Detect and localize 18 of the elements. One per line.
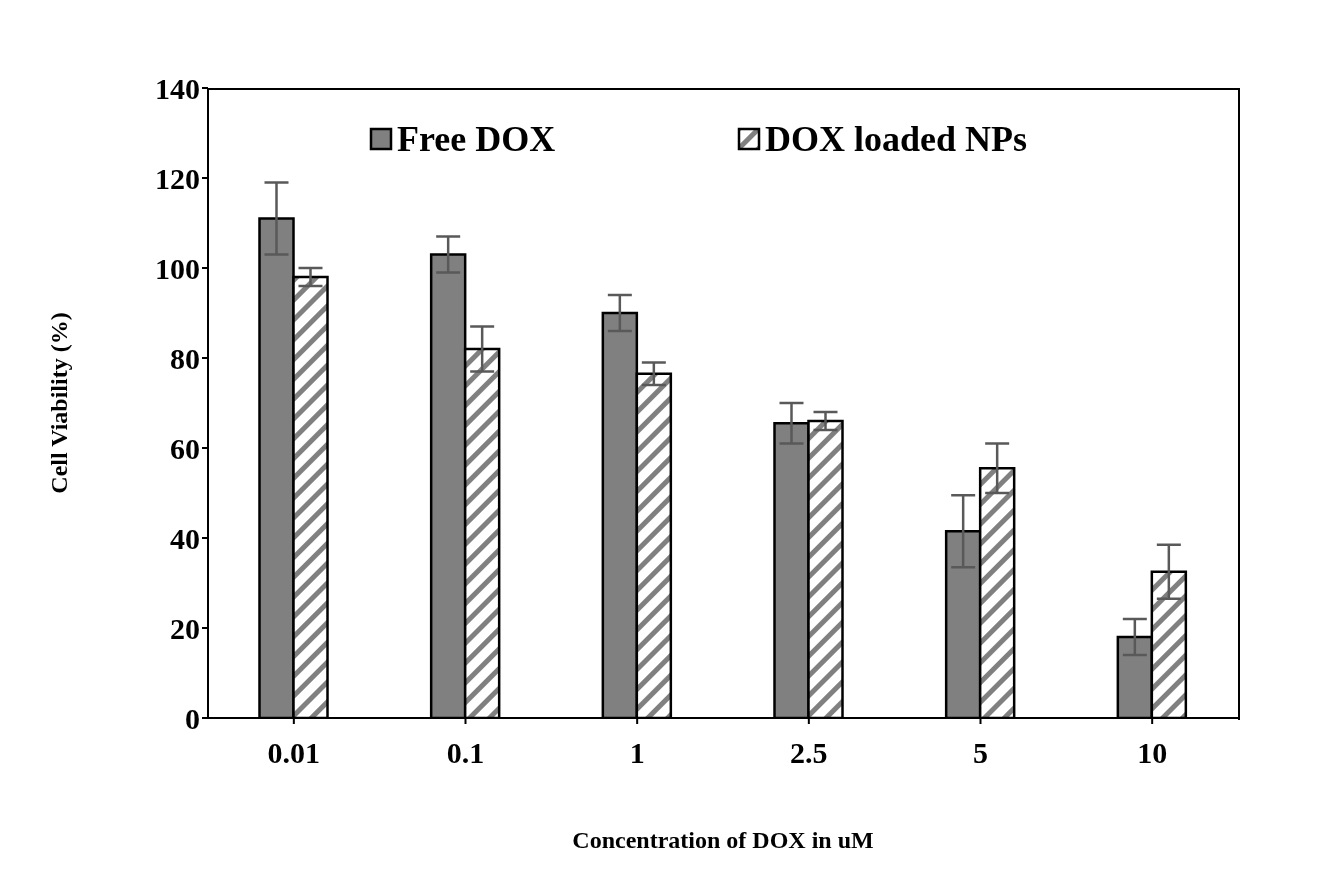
legend-label: Free DOX	[396, 118, 556, 160]
y-tick-label: 100	[155, 251, 200, 285]
x-tick-label: 0.1	[446, 736, 485, 770]
x-tick-label: 10	[1137, 736, 1168, 770]
x-tick-label: 1	[629, 736, 645, 770]
x-axis-title: Concentration of DOX in uM	[572, 827, 874, 853]
x-tick-label: 5	[973, 736, 988, 770]
y-tick-label: 20	[170, 611, 200, 645]
y-axis-title: Cell Viability (%)	[45, 312, 72, 494]
x-tick-label: 0.01	[267, 736, 321, 770]
y-tick-label: 140	[155, 71, 200, 105]
x-tick-label: 2.5	[790, 736, 828, 770]
y-tick-label: 60	[170, 431, 200, 465]
y-tick-label: 40	[170, 521, 200, 555]
y-tick-label: 80	[170, 341, 200, 375]
legend-label: DOX loaded NPs	[765, 118, 1028, 160]
y-tick-label: 0	[185, 701, 200, 735]
y-tick-label: 120	[155, 161, 200, 195]
